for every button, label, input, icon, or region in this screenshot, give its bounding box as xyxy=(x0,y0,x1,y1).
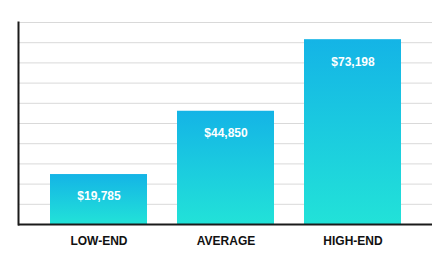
svg-text:HIGH-END: HIGH-END xyxy=(323,234,383,248)
svg-text:LOW-END: LOW-END xyxy=(70,234,127,248)
svg-text:$19,785: $19,785 xyxy=(77,189,121,203)
svg-text:AVERAGE: AVERAGE xyxy=(197,234,255,248)
svg-text:$44,850: $44,850 xyxy=(204,126,248,140)
svg-text:$73,198: $73,198 xyxy=(331,55,375,69)
